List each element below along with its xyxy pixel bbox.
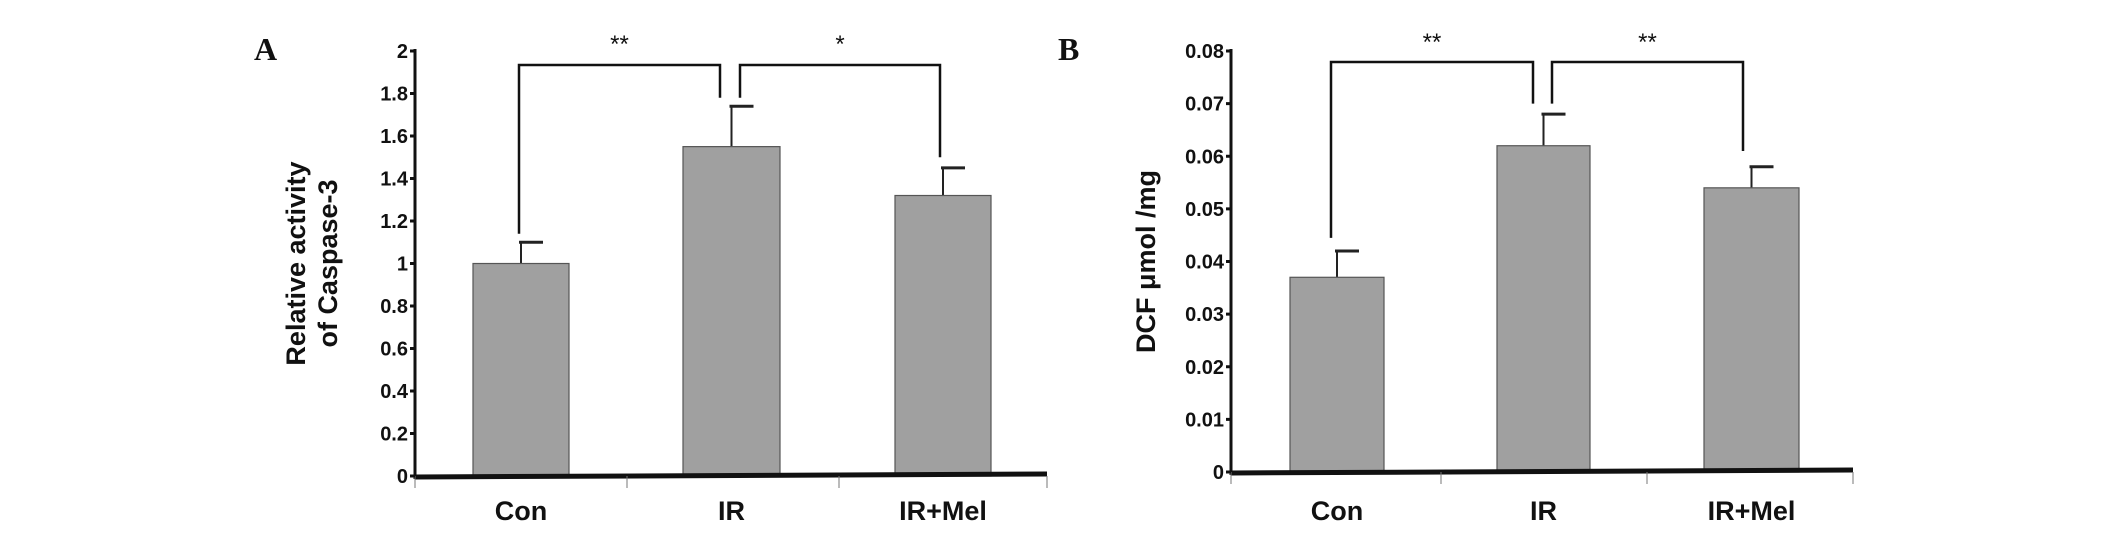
chart-b-y-tick-label: 0.01	[1185, 409, 1224, 431]
chart-b-panel-label: B	[1058, 31, 1079, 67]
chart-a-y-axis-label: of Caspase-3	[313, 179, 343, 347]
chart-b-bar-con	[1289, 276, 1385, 473]
chart-b-x-tick-label: IR	[1530, 496, 1557, 526]
chart-a-panel-label: A	[254, 31, 277, 67]
chart-b-y-tick-label: 0	[1213, 462, 1224, 484]
chart-b-y-tick-label: 0.02	[1185, 357, 1224, 379]
chart-b-significance-label: **	[1423, 29, 1442, 56]
chart-b-y-tick-label: 0.05	[1185, 199, 1224, 221]
chart-a-y-tick-label: 0	[397, 466, 408, 488]
chart-b-y-tick-label: 0.03	[1185, 304, 1224, 326]
chart-b-bar-ir	[1496, 145, 1591, 473]
chart-b-x-axis	[1230, 467, 1854, 476]
chart-a-bar-ir	[682, 146, 781, 477]
chart-b-significance-bracket	[1550, 60, 1745, 151]
chart-a-y-tick-label: 1.6	[380, 126, 408, 148]
chart-a-significance-label: *	[835, 31, 844, 58]
chart-b-y-axis-label: DCF μmol /mg	[1131, 170, 1161, 353]
chart-a-significance-bracket	[517, 63, 722, 234]
chart-b-bar-irmel	[1703, 187, 1800, 473]
chart-a-significance-bracket	[738, 63, 942, 158]
chart-a-y-tick-label: 0.8	[380, 296, 408, 318]
chart-a-y-tick-label: 1.8	[380, 84, 408, 106]
chart-a-bar-con	[472, 262, 570, 477]
chart-a-x-axis	[414, 471, 1048, 480]
chart-a-y-tick-label: 0.2	[380, 424, 408, 446]
chart-a-y-tick-label: 1	[397, 254, 408, 276]
chart-b-y-tick-label: 0.08	[1185, 41, 1224, 63]
chart-b-significance-bracket	[1329, 60, 1535, 238]
chart-a-y-tick-label: 1.2	[380, 211, 408, 233]
chart-a-significance-label: **	[610, 31, 629, 58]
chart-a-x-tick-label: Con	[495, 496, 547, 526]
chart-a-y-axis-label: Relative activity	[281, 161, 311, 365]
chart-b-y-tick-label: 0.07	[1185, 94, 1224, 116]
chart-b-y-tick-label: 0.04	[1185, 252, 1225, 274]
chart-a-y-tick-label: 2	[397, 41, 408, 63]
chart-b-y-tick-label: 0.06	[1185, 146, 1224, 168]
chart-a-x-tick-label: IR+Mel	[899, 496, 987, 526]
chart-b-significance-label: **	[1638, 29, 1657, 56]
chart-b-x-tick-label: IR+Mel	[1708, 496, 1796, 526]
chart-a-y-tick-label: 1.4	[380, 169, 409, 191]
chart-b-x-tick-label: Con	[1311, 496, 1363, 526]
chart-a-y-tick-label: 0.4	[380, 381, 409, 403]
chart-a-bar-irmel	[894, 194, 992, 477]
chart-a-x-tick-label: IR	[718, 496, 745, 526]
chart-a-y-tick-label: 0.6	[380, 339, 408, 361]
